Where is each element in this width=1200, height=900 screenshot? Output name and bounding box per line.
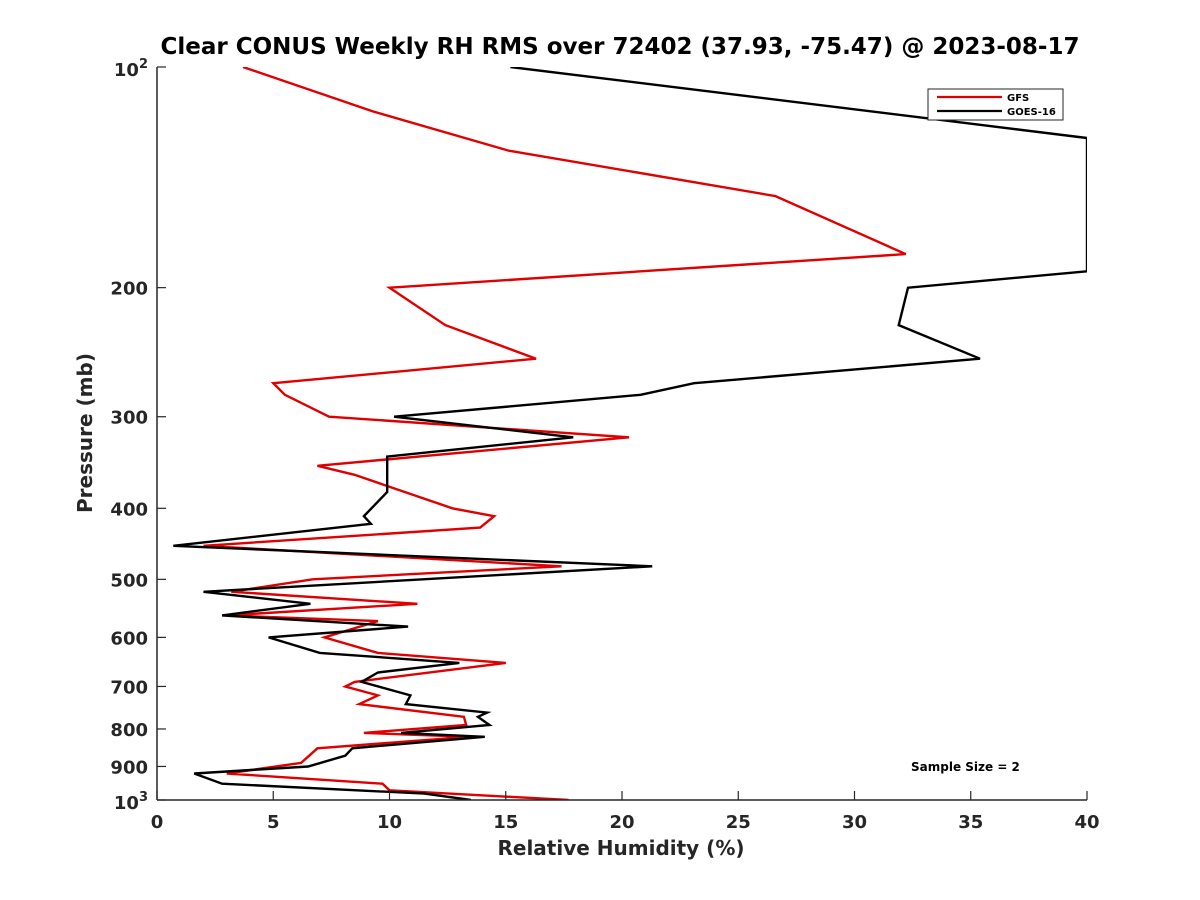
chart-title: Clear CONUS Weekly RH RMS over 72402 (37… — [161, 34, 1080, 60]
x-tick-label: 5 — [267, 812, 280, 833]
y-axis-label: Pressure (mb) — [73, 353, 97, 513]
x-ticks: 0 5 10 15 20 25 30 35 40 — [151, 791, 1100, 833]
y-tick-label: 400 — [110, 499, 148, 520]
series-line-gfs — [203, 67, 907, 800]
x-tick-label: 10 — [377, 812, 402, 833]
plot-lines — [173, 67, 1087, 800]
y-tick-label: 700 — [110, 677, 148, 698]
y-tick-label: 200 — [110, 279, 148, 300]
y-ticks: 200 300 400 500 600 700 800 900 — [110, 66, 166, 801]
y-tick-label: 900 — [110, 757, 148, 778]
x-tick-label: 35 — [958, 812, 983, 833]
x-tick-label: 0 — [151, 812, 164, 833]
x-tick-label: 20 — [609, 812, 634, 833]
y-tick-label: 600 — [110, 628, 148, 649]
sample-size-annotation: Sample Size = 2 — [911, 760, 1020, 774]
legend: GFS GOES-16 — [927, 88, 1064, 121]
legend-label-gfs: GFS — [1007, 93, 1029, 104]
x-axis-label: Relative Humidity (%) — [497, 836, 744, 860]
y-tick-label: 800 — [110, 720, 148, 741]
y-tick-label: 300 — [110, 408, 148, 429]
y-tick-label: 500 — [110, 570, 148, 591]
y-tick-label-top: 102 — [114, 57, 148, 81]
series-line-goes16 — [173, 67, 1087, 800]
x-tick-label: 30 — [842, 812, 867, 833]
legend-box — [927, 88, 1064, 121]
x-tick-label: 25 — [726, 812, 751, 833]
x-tick-label: 40 — [1074, 812, 1099, 833]
legend-label-goes16: GOES-16 — [1007, 107, 1056, 118]
y-tick-label-bottom: 103 — [114, 790, 148, 814]
x-tick-label: 15 — [493, 812, 518, 833]
